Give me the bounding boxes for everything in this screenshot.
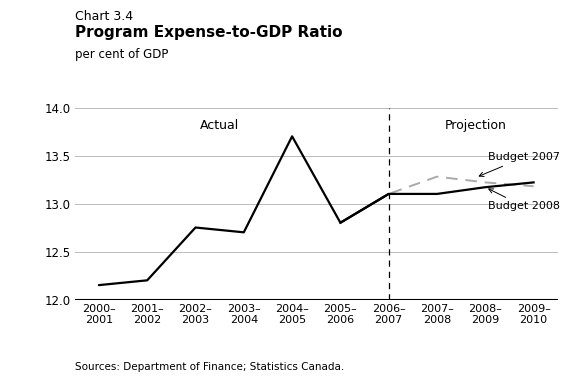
Text: Budget 2007: Budget 2007	[479, 152, 559, 176]
Text: Budget 2008: Budget 2008	[488, 189, 559, 212]
Text: Sources: Department of Finance; Statistics Canada.: Sources: Department of Finance; Statisti…	[75, 362, 344, 372]
Text: Projection: Projection	[444, 119, 507, 132]
Text: Chart 3.4: Chart 3.4	[75, 10, 133, 23]
Text: Actual: Actual	[200, 119, 239, 132]
Text: Program Expense-to-GDP Ratio: Program Expense-to-GDP Ratio	[75, 25, 342, 40]
Text: per cent of GDP: per cent of GDP	[75, 48, 168, 61]
